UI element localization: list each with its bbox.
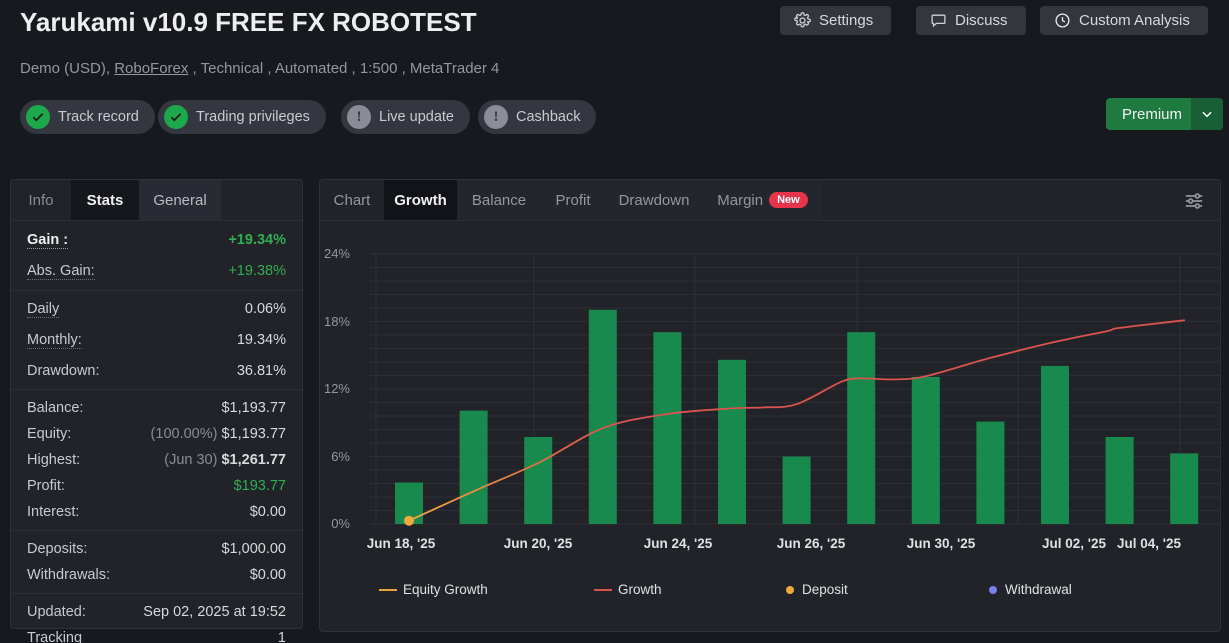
svg-text:18%: 18% [324,314,350,329]
svg-text:Jun 30, '25: Jun 30, '25 [907,536,976,551]
svg-text:Deposit: Deposit [802,582,848,597]
svg-text:Jul 02, '25: Jul 02, '25 [1042,536,1106,551]
svg-text:Jun 18, '25: Jun 18, '25 [367,536,436,551]
svg-text:Equity Growth: Equity Growth [403,582,488,597]
svg-text:12%: 12% [324,381,350,396]
svg-text:0%: 0% [331,516,350,531]
svg-text:Withdrawal: Withdrawal [1005,582,1072,597]
svg-text:Jul 04, '25: Jul 04, '25 [1117,536,1181,551]
svg-text:Jun 20, '25: Jun 20, '25 [504,536,573,551]
svg-text:24%: 24% [324,246,350,261]
svg-text:Jun 26, '25: Jun 26, '25 [777,536,846,551]
svg-text:6%: 6% [331,449,350,464]
svg-text:Growth: Growth [618,582,662,597]
svg-text:Jun 24, '25: Jun 24, '25 [644,536,713,551]
